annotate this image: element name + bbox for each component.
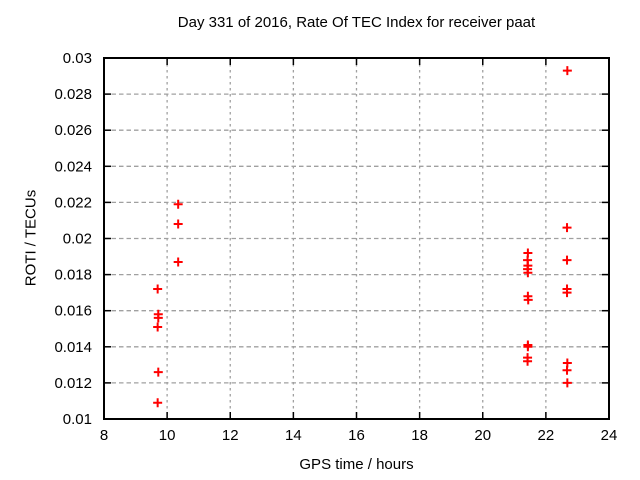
x-axis-label: GPS time / hours [299,456,414,473]
x-tick-label: 10 [159,427,176,444]
data-point-marker [523,342,533,352]
y-tick-label: 0.028 [54,86,92,103]
data-point-marker [153,313,163,323]
data-point-marker [562,223,572,233]
y-tick-label: 0.018 [54,267,92,284]
data-point-marker [562,288,572,298]
x-tick-label: 14 [285,427,302,444]
y-tick-label: 0.012 [54,375,92,392]
data-point-marker [562,66,572,76]
x-tick-label: 20 [474,427,491,444]
data-point-marker [562,255,572,265]
y-tick-label: 0.02 [63,231,92,248]
x-tick-label: 22 [538,427,555,444]
y-tick-label: 0.014 [54,339,92,356]
y-tick-label: 0.024 [54,158,92,175]
data-point-marker [562,365,572,375]
y-tick-label: 0.016 [54,303,92,320]
data-point-marker [153,322,163,332]
chart-title: Day 331 of 2016, Rate Of TEC Index for r… [177,14,536,31]
y-tick-label: 0.022 [54,194,92,211]
x-tick-label: 16 [348,427,365,444]
data-point-marker [173,199,183,209]
data-point-marker [523,295,533,305]
data-point-marker [562,378,572,388]
data-point-marker [173,257,183,267]
x-tick-label: 18 [411,427,428,444]
data-point-marker [153,367,163,377]
x-tick-label: 12 [222,427,239,444]
x-tick-label: 24 [601,427,618,444]
data-point-marker [153,284,163,294]
y-tick-label: 0.03 [63,50,92,67]
data-point-marker [153,398,163,408]
data-point-marker [523,268,533,278]
y-tick-label: 0.026 [54,122,92,139]
x-tick-label: 8 [100,427,108,444]
data-point-marker [173,219,183,229]
y-tick-label: 0.01 [63,411,92,428]
data-point-marker [523,356,533,366]
